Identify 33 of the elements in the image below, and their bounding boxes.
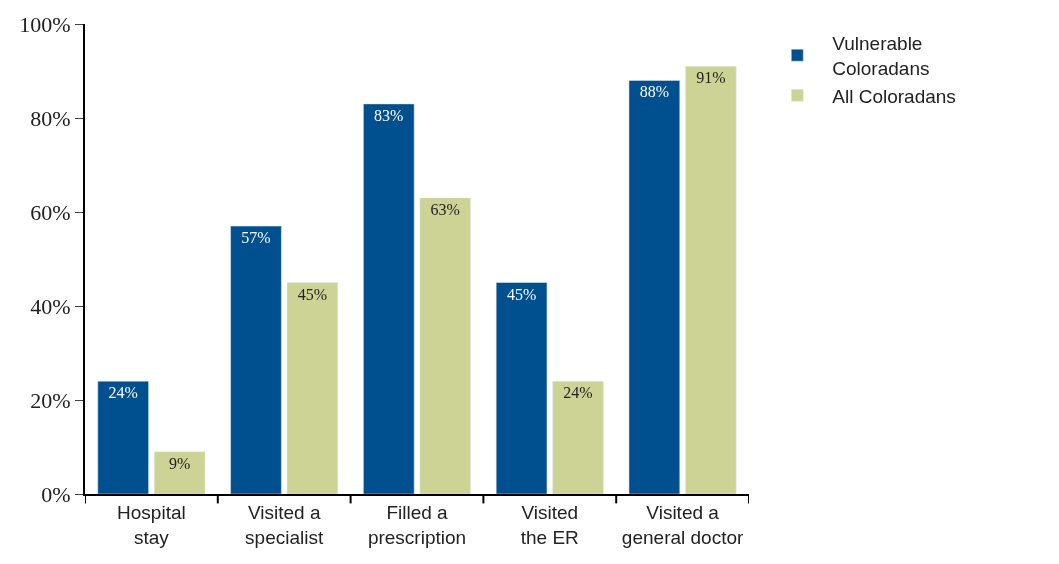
bar (685, 66, 737, 494)
data-label: 63% (430, 200, 460, 218)
data-label: 57% (241, 229, 271, 247)
data-label: 45% (297, 285, 328, 303)
data-label: 83% (374, 106, 404, 124)
y-tick-label: 80% (30, 105, 71, 131)
bar (153, 451, 206, 494)
bar (495, 282, 548, 494)
x-tick-label: Visited a specialist (245, 501, 324, 548)
y-tick-label: 20% (30, 387, 71, 413)
bar (419, 197, 471, 494)
data-label: 88% (639, 83, 670, 101)
data-label: 45% (506, 285, 537, 303)
bar (552, 380, 604, 494)
y-tick-label: 60% (30, 199, 71, 225)
legend-label: All Coloradans (832, 85, 956, 107)
data-label: 9% (168, 454, 191, 472)
bar (628, 80, 681, 494)
bar (97, 380, 149, 494)
x-tick-label: Hospital stay (117, 501, 186, 548)
y-tick-label: 40% (30, 293, 71, 319)
legend-label: Vulnerable Coloradans (832, 33, 930, 79)
y-tick-label: 0% (41, 481, 71, 507)
x-tick-label: Filled a prescription (367, 501, 467, 548)
bar (230, 225, 282, 494)
x-tick-label: Visited the ER (520, 501, 579, 548)
x-tick-label: Visited a general doctor (621, 501, 745, 548)
data-label: 24% (563, 384, 593, 402)
bar (363, 103, 415, 494)
bar (286, 282, 339, 494)
y-tick-label: 100% (19, 11, 71, 37)
data-label: 91% (696, 69, 726, 87)
data-label: 24% (108, 384, 138, 402)
